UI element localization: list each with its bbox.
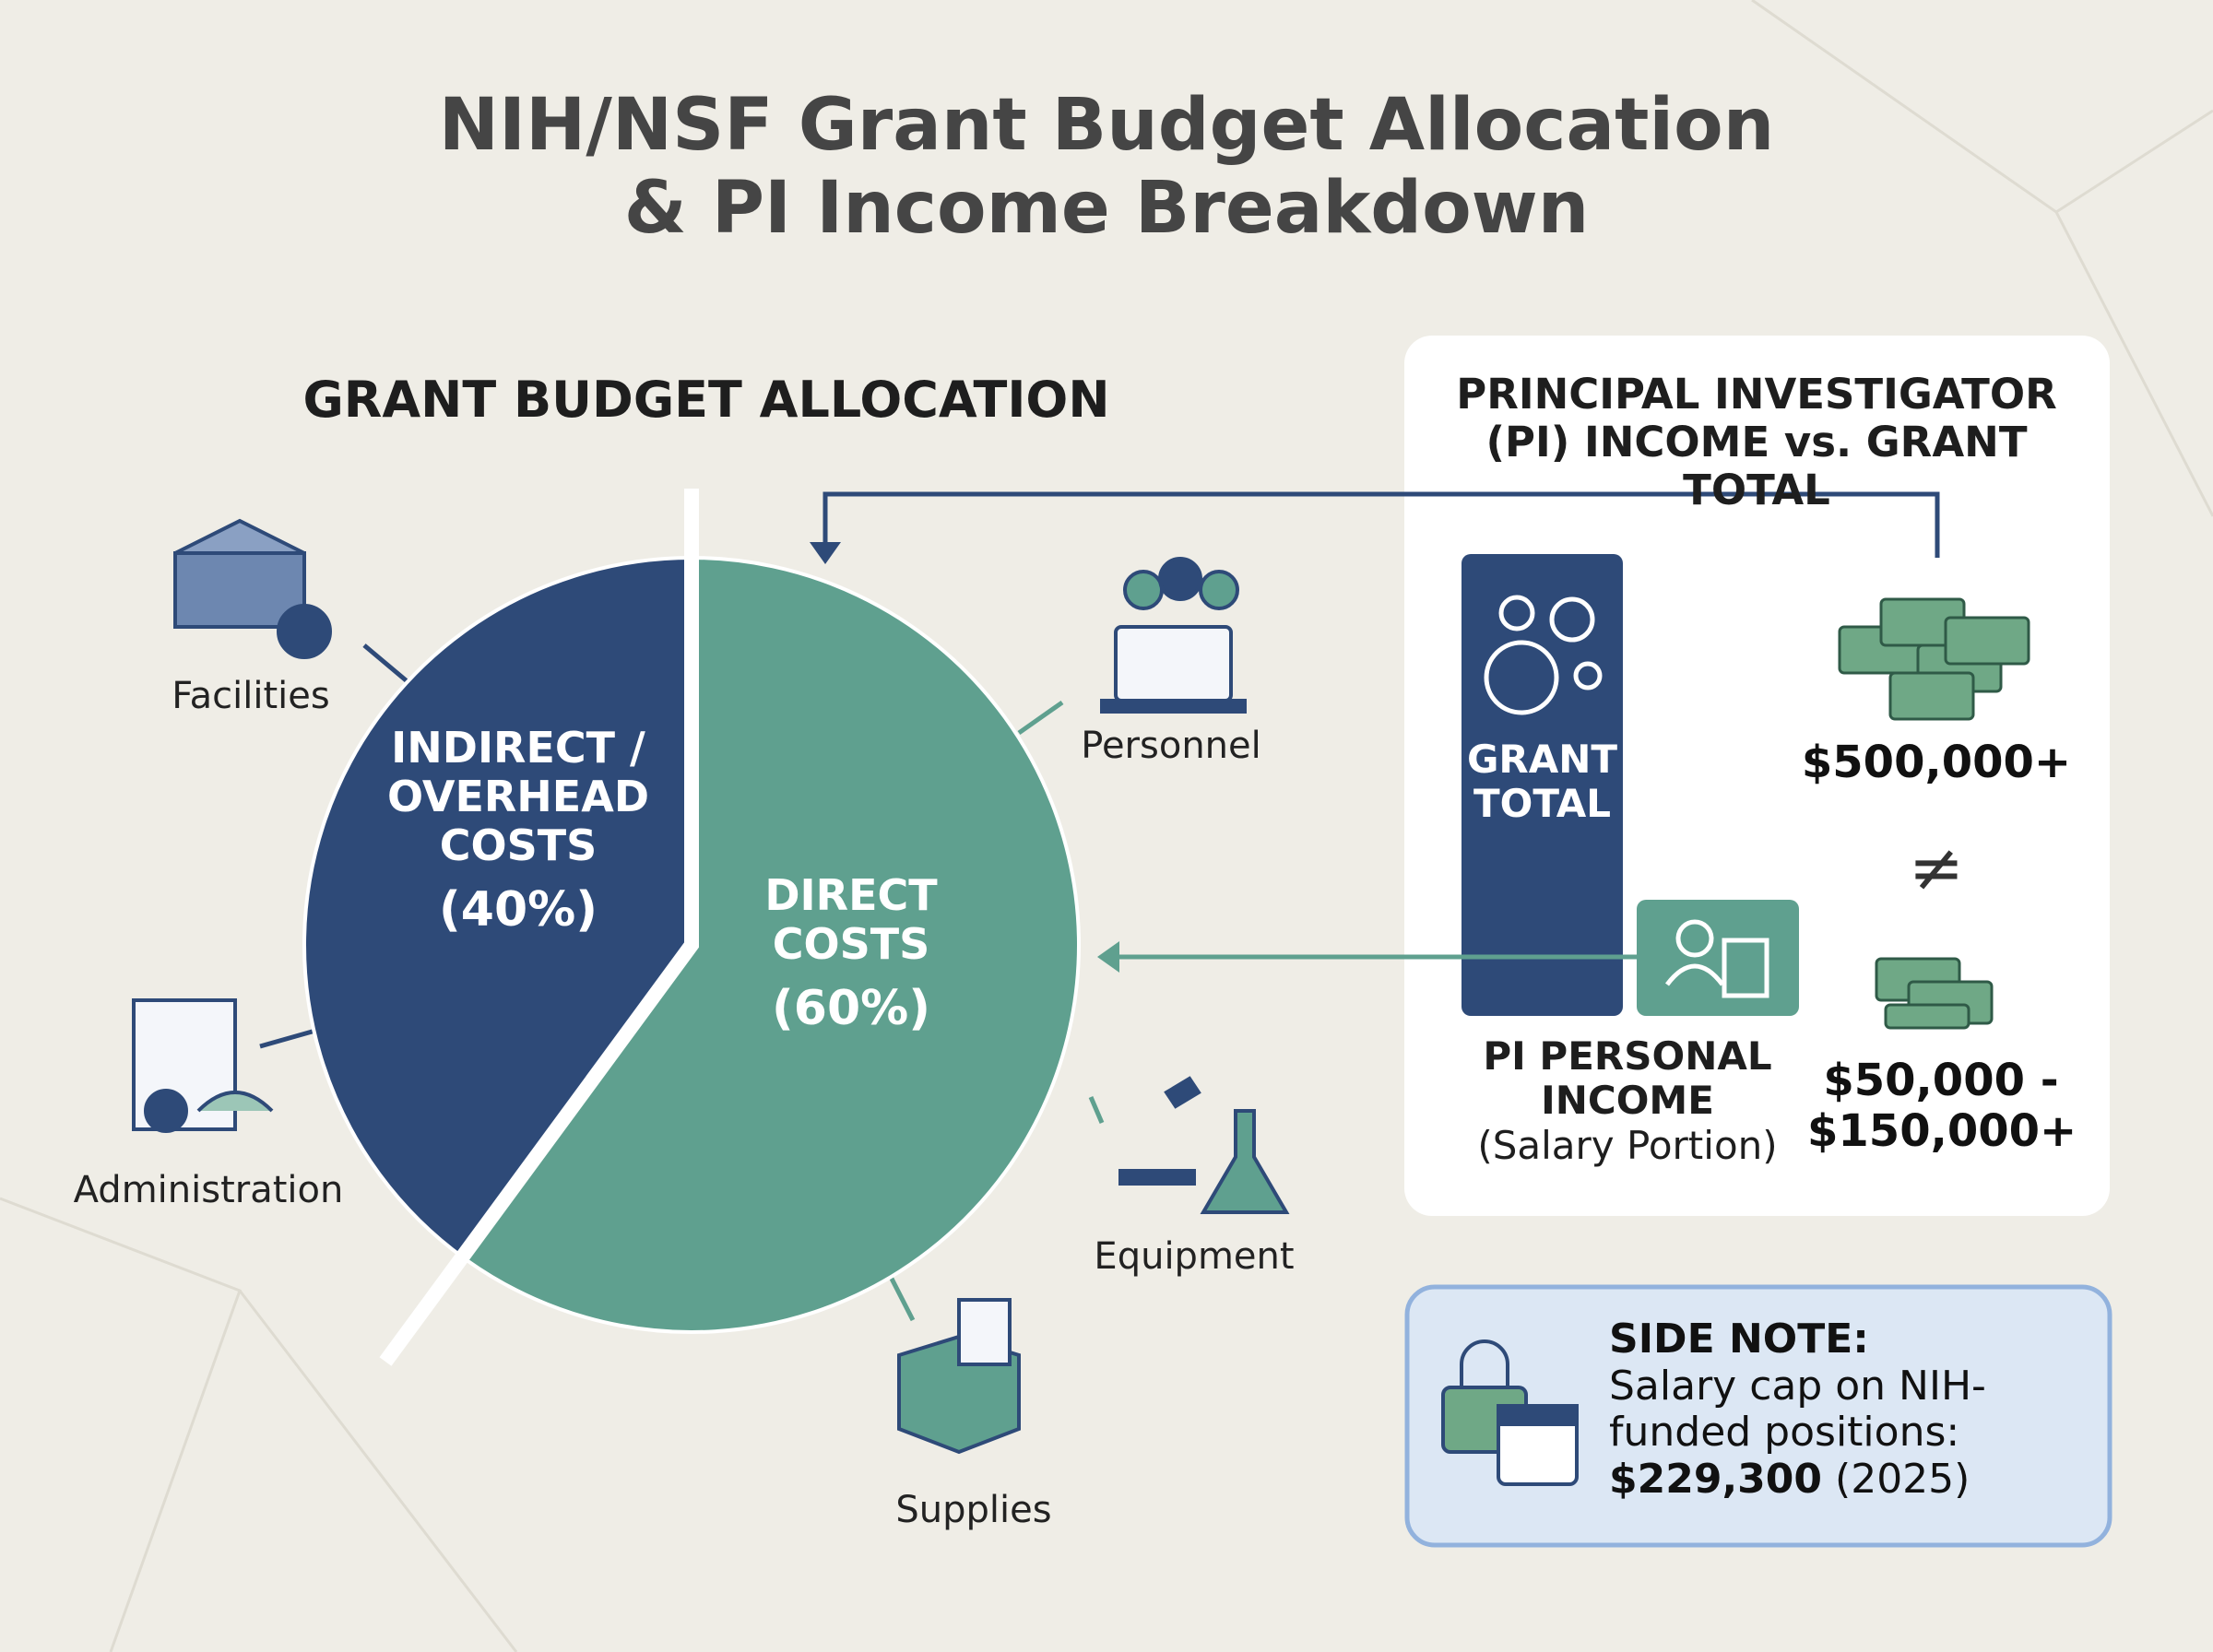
pie <box>302 555 1081 1334</box>
callout-label: Personnel <box>1081 725 1261 767</box>
amount: $50,000 - $150,000+ <box>1807 1055 2077 1158</box>
money-icons <box>1838 597 2030 1030</box>
arrow-head <box>810 542 841 564</box>
year: (2025) <box>1835 1455 1970 1503</box>
label: PI PERSONAL INCOME <box>1483 1033 1772 1124</box>
panel-title: PRINCIPAL INVESTIGATOR (PI) INCOME vs. G… <box>1456 370 2057 514</box>
lock-calendar-icon <box>1441 1339 1579 1486</box>
icon-money <box>1484 595 1769 998</box>
pie-divider <box>379 489 699 1366</box>
leader-lines <box>259 643 412 1049</box>
text: Salary cap on NIH-funded positions: <box>1609 1362 1986 1457</box>
category-label: INDIRECT / OVERHEAD COSTS <box>386 723 650 870</box>
title-line: & PI Income Breakdown <box>623 166 1590 250</box>
leader-lines <box>888 700 1105 1322</box>
value-label: (60%) <box>772 980 930 1036</box>
pi-income-label: PI PERSONAL INCOME (Salary Portion) <box>1475 1033 1780 1168</box>
amount: $500,000+ <box>1801 737 2072 788</box>
connector <box>822 491 1940 558</box>
title: NIH/NSF Grant Budget Allocation & PI Inco… <box>0 84 2213 250</box>
callout-label: Equipment <box>1094 1235 1295 1278</box>
side-note: SIDE NOTE: Salary cap on NIH-funded posi… <box>1609 1316 2042 1503</box>
pi-income-bar <box>1637 900 1799 1016</box>
callout-icons <box>132 518 1290 1455</box>
category-label: DIRECT COSTS <box>764 870 938 969</box>
side-note-box <box>1404 1284 2112 1548</box>
slice-label: INDIRECT / OVERHEAD COSTS (40%) <box>380 724 657 938</box>
title-line: NIH/NSF Grant Budget Allocation <box>438 84 1775 167</box>
amount: $229,300 <box>1609 1455 1823 1503</box>
callout-label: Supplies <box>895 1489 1052 1531</box>
arrow-head <box>1097 941 1119 973</box>
chart-title: GRANT BUDGET ALLOCATION <box>302 371 1110 429</box>
bar-label: GRANT TOTAL <box>1466 737 1618 827</box>
callout-label: Administration <box>73 1169 344 1211</box>
pie-slice <box>302 555 693 1261</box>
pie-slice <box>461 555 1081 1334</box>
heading: SIDE NOTE: <box>1609 1316 1869 1363</box>
slice-label: DIRECT COSTS (60%) <box>713 871 989 1037</box>
not-equal: ≠ <box>1908 829 1965 906</box>
grant-total-bar <box>1462 554 1623 1016</box>
note: (Salary Portion) <box>1477 1122 1778 1168</box>
callout-label: Facilities <box>172 675 330 717</box>
value-label: (40%) <box>439 881 598 938</box>
